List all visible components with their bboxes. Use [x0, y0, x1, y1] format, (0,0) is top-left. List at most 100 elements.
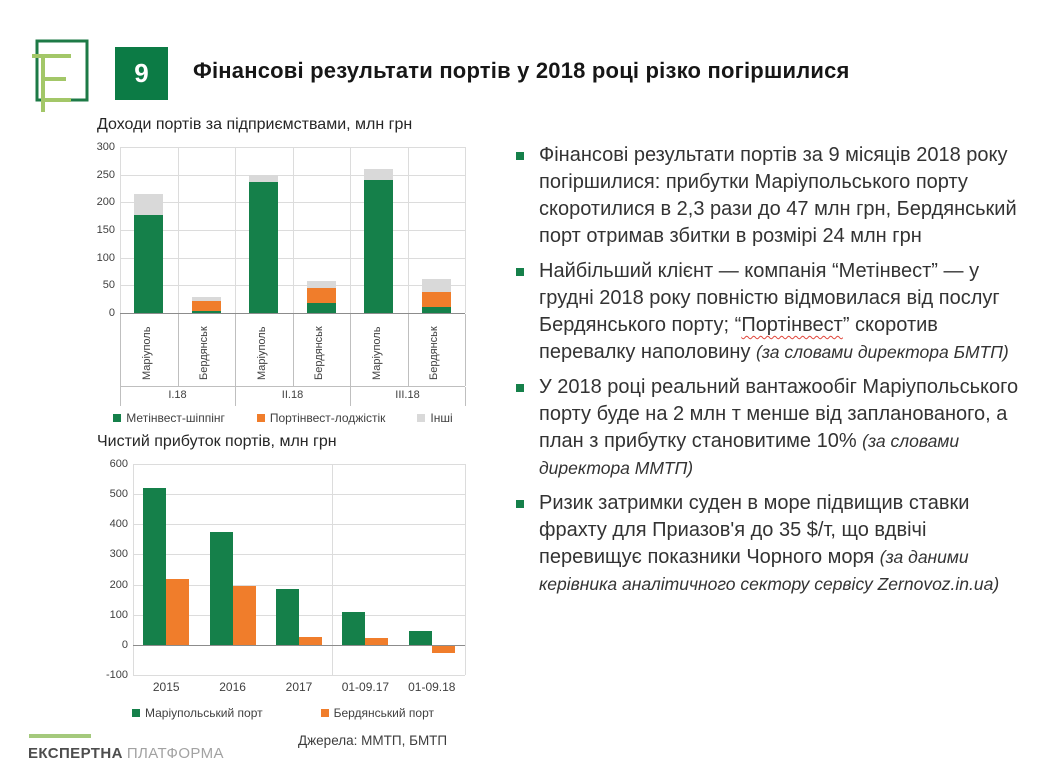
label-separator-line — [407, 314, 409, 386]
label-separator-line — [177, 314, 179, 386]
chart2-plot-area: -100 0 100 200 300 400 500 600 — [106, 458, 466, 681]
x-category-label: Маріуполь — [255, 326, 268, 380]
bullet-item: Фінансові результати портів за 9 місяців… — [516, 142, 1020, 250]
legend-item: Портінвест-лоджістік — [256, 411, 386, 425]
y-tick-label: -100 — [105, 669, 128, 681]
grid-line — [133, 524, 465, 526]
grid-line — [120, 174, 465, 176]
bar-segment — [191, 311, 221, 313]
legend-item: Метінвест-шіппінг — [113, 411, 225, 425]
x-category-label: Бердянськ — [198, 326, 211, 380]
grid-line — [133, 675, 465, 676]
grid-line — [120, 257, 465, 259]
chart2-legend: Маріупольський порт Бердянський порт — [97, 706, 469, 720]
legend-item: Бердянський порт — [320, 706, 435, 720]
chart2-category-labels: 2015 2016 2017 01-09.17 01-09.18 — [133, 675, 465, 697]
bar — [143, 488, 167, 645]
bullet-segment: Найбільший клієнт — компанія “Метінвест”… — [539, 260, 1000, 336]
chart2-title: Чистий прибуток портів, млн грн — [97, 433, 337, 450]
legend-swatch — [417, 414, 426, 422]
chart1-group-labels: I.18 II.18 III.18 — [120, 386, 466, 406]
legend-swatch — [131, 709, 140, 717]
bar — [276, 589, 299, 645]
bullet-item: Найбільший клієнт — компанія “Метінвест”… — [516, 258, 1020, 366]
bar — [365, 638, 389, 645]
note-text: (за даними керівника аналітичного сектор… — [539, 547, 1000, 594]
bar — [408, 630, 432, 645]
bullet-marker-icon — [516, 152, 524, 160]
grid-line — [120, 285, 465, 287]
bar-segment — [421, 306, 451, 313]
label-separator-line — [465, 314, 466, 386]
plot-right-border — [465, 464, 466, 675]
y-tick-label: 100 — [109, 608, 128, 621]
sources-note: Джерела: ММТП, БМТП — [298, 733, 448, 748]
note-text: (за словами директора БМТП) — [756, 342, 1009, 362]
grid-line — [133, 464, 465, 465]
x-category-label: 2016 — [219, 680, 246, 694]
bar — [299, 637, 322, 645]
bullet-text: У 2018 році реальний вантажообіг Маріупо… — [539, 374, 1020, 482]
bar-segment — [421, 279, 451, 292]
y-tick-label: 250 — [96, 168, 115, 181]
expert-platform-logo — [32, 39, 90, 113]
x-category-label: Бердянськ — [313, 326, 326, 380]
bar-segment — [306, 303, 336, 313]
bullet-segment: ” скоротив перевалку наполовину — [539, 314, 938, 363]
x-category-label: 01-09.17 — [341, 680, 390, 694]
legend-label: Маріупольський порт — [144, 706, 263, 720]
chart-net-profit: Чистий прибуток портів, млн грн -100 0 100… — [97, 433, 469, 720]
x-category-label: 2015 — [152, 680, 180, 694]
label-separator-line — [120, 314, 121, 386]
legend-swatch — [320, 709, 329, 717]
brand-name-light: ПЛАТФОРМА — [126, 745, 224, 762]
y-tick-label: 300 — [109, 548, 128, 561]
logo-icon — [32, 39, 89, 112]
bullet-marker-icon — [516, 384, 524, 392]
group-label: III.18 — [395, 389, 420, 401]
bar — [342, 612, 366, 645]
y-tick-label: 100 — [96, 251, 115, 264]
bar-segment — [421, 291, 451, 307]
x-category-label: Маріуполь — [370, 326, 383, 380]
legend-label: Метінвест-шіппінг — [126, 411, 225, 425]
bar-segment — [134, 194, 164, 216]
grid-line — [120, 147, 465, 148]
note-text: (за словами директора ММТП) — [539, 431, 960, 478]
group-separator-line — [350, 387, 351, 406]
bullet-item: У 2018 році реальний вантажообіг Маріупо… — [516, 374, 1020, 482]
brand-accent-line — [29, 734, 91, 738]
bullet-text: Ризик затримки суден в море підвищив ста… — [539, 490, 1020, 598]
grid-line — [120, 202, 465, 204]
legend-label: Портінвест-лоджістік — [269, 411, 386, 425]
period-separator-line — [332, 464, 334, 675]
y-tick-label: 300 — [96, 141, 115, 153]
bar-segment — [364, 168, 394, 181]
grid-line — [133, 494, 465, 496]
label-separator-line — [235, 314, 236, 386]
grid-line — [133, 584, 465, 586]
grid-line — [133, 614, 465, 616]
y-tick-label: 400 — [109, 518, 128, 531]
y-tick-label: 50 — [102, 279, 115, 292]
bullet-text: Найбільший клієнт — компанія “Метінвест”… — [539, 258, 1020, 366]
legend-label: Бердянський порт — [333, 706, 435, 720]
bullet-marker-icon — [516, 268, 524, 276]
y-tick-label: 600 — [109, 458, 128, 470]
chart1-plot-area: 0 50 100 150 200 250 300 — [97, 141, 466, 319]
bar-segment — [364, 180, 394, 313]
x-category-label: Маріуполь — [140, 326, 153, 380]
bar-segment — [191, 300, 221, 312]
x-category-label: 2017 — [285, 680, 313, 694]
bar — [232, 586, 256, 645]
plot-left-border — [133, 464, 134, 675]
legend-swatch — [113, 414, 122, 422]
spellcheck-word: Портінвест — [741, 314, 843, 336]
y-tick-label: 150 — [96, 224, 115, 236]
bar-segment — [249, 182, 279, 313]
group-label: I.18 — [168, 389, 187, 401]
bar-segment — [191, 296, 221, 301]
brand-footer: ЕКСПЕРТНА ПЛАТФОРМА — [28, 734, 224, 762]
chart1-title: Доходи портів за підприємствами, млн грн — [97, 116, 413, 133]
bullet-segment: Фінансові результати портів за 9 місяців… — [539, 144, 1017, 247]
